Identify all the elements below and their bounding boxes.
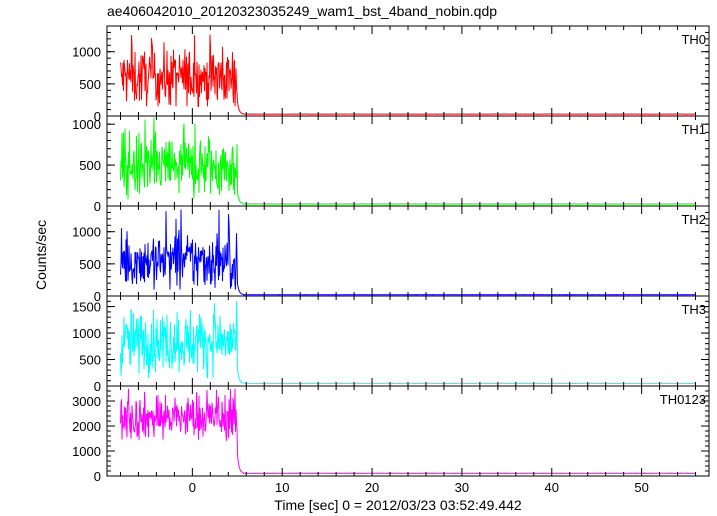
- x-tick-label: 30: [455, 480, 469, 495]
- y-tick-label: 0: [94, 199, 101, 214]
- y-tick-label: 1000: [72, 444, 101, 459]
- x-tick-label: 50: [634, 480, 648, 495]
- y-tick-label: 0: [94, 109, 101, 124]
- panel-label: TH2: [681, 212, 706, 227]
- panels: 0 500 1000 TH0 0 500 1000 TH1 0 500 1000 TH2 0 500 100…: [72, 25, 710, 484]
- panel-label: TH1: [681, 122, 706, 137]
- y-axis-title: Counts/sec: [33, 220, 49, 290]
- y-tick-label: 500: [79, 158, 101, 173]
- panel-label: TH0123: [660, 392, 706, 407]
- x-tick-labels: 0 10 20 30 40 50: [189, 480, 649, 495]
- x-tick-label: 0: [189, 480, 196, 495]
- series-line-th0: [120, 34, 696, 115]
- panel-th0123: 0 1000 2000 3000 TH0123: [72, 385, 710, 484]
- y-tick-label: 1000: [72, 117, 101, 132]
- y-tick-label: 1500: [72, 300, 101, 315]
- x-tick-label: 40: [545, 480, 559, 495]
- panel-th1: 0 500 1000 TH1: [72, 115, 710, 214]
- panel-th2: 0 500 1000 TH2: [72, 205, 710, 304]
- x-tick-label: 10: [275, 480, 289, 495]
- panel-label: TH3: [681, 302, 706, 317]
- panel-th0: 0 500 1000 TH0: [72, 25, 710, 124]
- panel-th3: 0 500 1000 1500 TH3: [72, 295, 710, 394]
- chart-title: ae406042010_20120323035249_wam1_bst_4ban…: [107, 3, 497, 19]
- y-tick-label: 0: [94, 469, 101, 484]
- y-tick-label: 1000: [72, 225, 101, 240]
- y-tick-label: 3000: [72, 394, 101, 409]
- panel-label: TH0: [681, 32, 706, 47]
- y-tick-label: 0: [94, 289, 101, 304]
- y-tick-label: 500: [79, 77, 101, 92]
- series-line-th0123: [120, 388, 696, 475]
- y-tick-label: 1000: [72, 326, 101, 341]
- y-tick-label: 500: [79, 353, 101, 368]
- x-tick-label: 20: [365, 480, 379, 495]
- series-line-th1: [120, 117, 696, 205]
- x-axis-title: Time [sec] 0 = 2012/03/23 03:52:49.442: [274, 497, 522, 513]
- panel-frame: [106, 115, 710, 207]
- y-tick-label: 500: [79, 257, 101, 272]
- y-tick-label: 1000: [72, 45, 101, 60]
- y-tick-label: 2000: [72, 419, 101, 434]
- y-tick-label: 0: [94, 379, 101, 394]
- series-line-th3: [120, 301, 696, 385]
- series-line-th2: [120, 209, 696, 296]
